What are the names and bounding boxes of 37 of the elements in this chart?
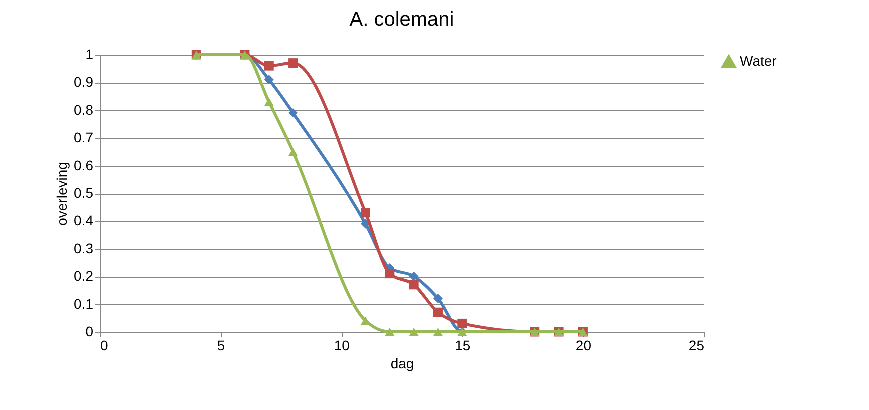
point [288, 108, 298, 118]
point [288, 58, 298, 68]
x-tick-label: 20 [576, 338, 592, 354]
y-tick-label: 0.4 [74, 212, 94, 229]
legend-label: Water [740, 53, 778, 69]
point [409, 272, 419, 282]
point [433, 294, 443, 304]
y-tick-label: 0 [86, 324, 94, 340]
y-tick-label: 0.7 [74, 130, 94, 146]
y-tick-label: 0.1 [74, 296, 94, 312]
x-axis-title: dag [390, 356, 414, 372]
x-tick-label: 0 [100, 338, 108, 354]
y-tick-label: 0.9 [74, 74, 94, 90]
x-tick-label: 5 [217, 338, 226, 354]
point [288, 148, 298, 156]
y-tick-label: 0.2 [74, 268, 94, 284]
point [361, 208, 371, 218]
point [433, 308, 443, 318]
point [264, 98, 274, 106]
point [409, 328, 419, 336]
x-tick-label: 15 [455, 338, 471, 354]
chart-title: A. colemani [350, 9, 454, 31]
y-tick-label: 0.6 [74, 157, 94, 174]
y-tick-label: 1 [86, 46, 94, 62]
x-tick-label: 25 [688, 338, 705, 354]
point [264, 61, 274, 71]
y-tick-label: 0.8 [74, 102, 94, 118]
y-tick-label: 0.3 [74, 240, 94, 256]
y-tick-label: 0.5 [74, 185, 94, 201]
point [409, 280, 419, 290]
point [433, 328, 443, 336]
point [264, 75, 274, 85]
x-tick-label: 10 [334, 338, 350, 354]
y-axis-title: overleving [54, 162, 70, 226]
point [385, 328, 395, 336]
point [458, 318, 468, 328]
point [385, 269, 395, 279]
